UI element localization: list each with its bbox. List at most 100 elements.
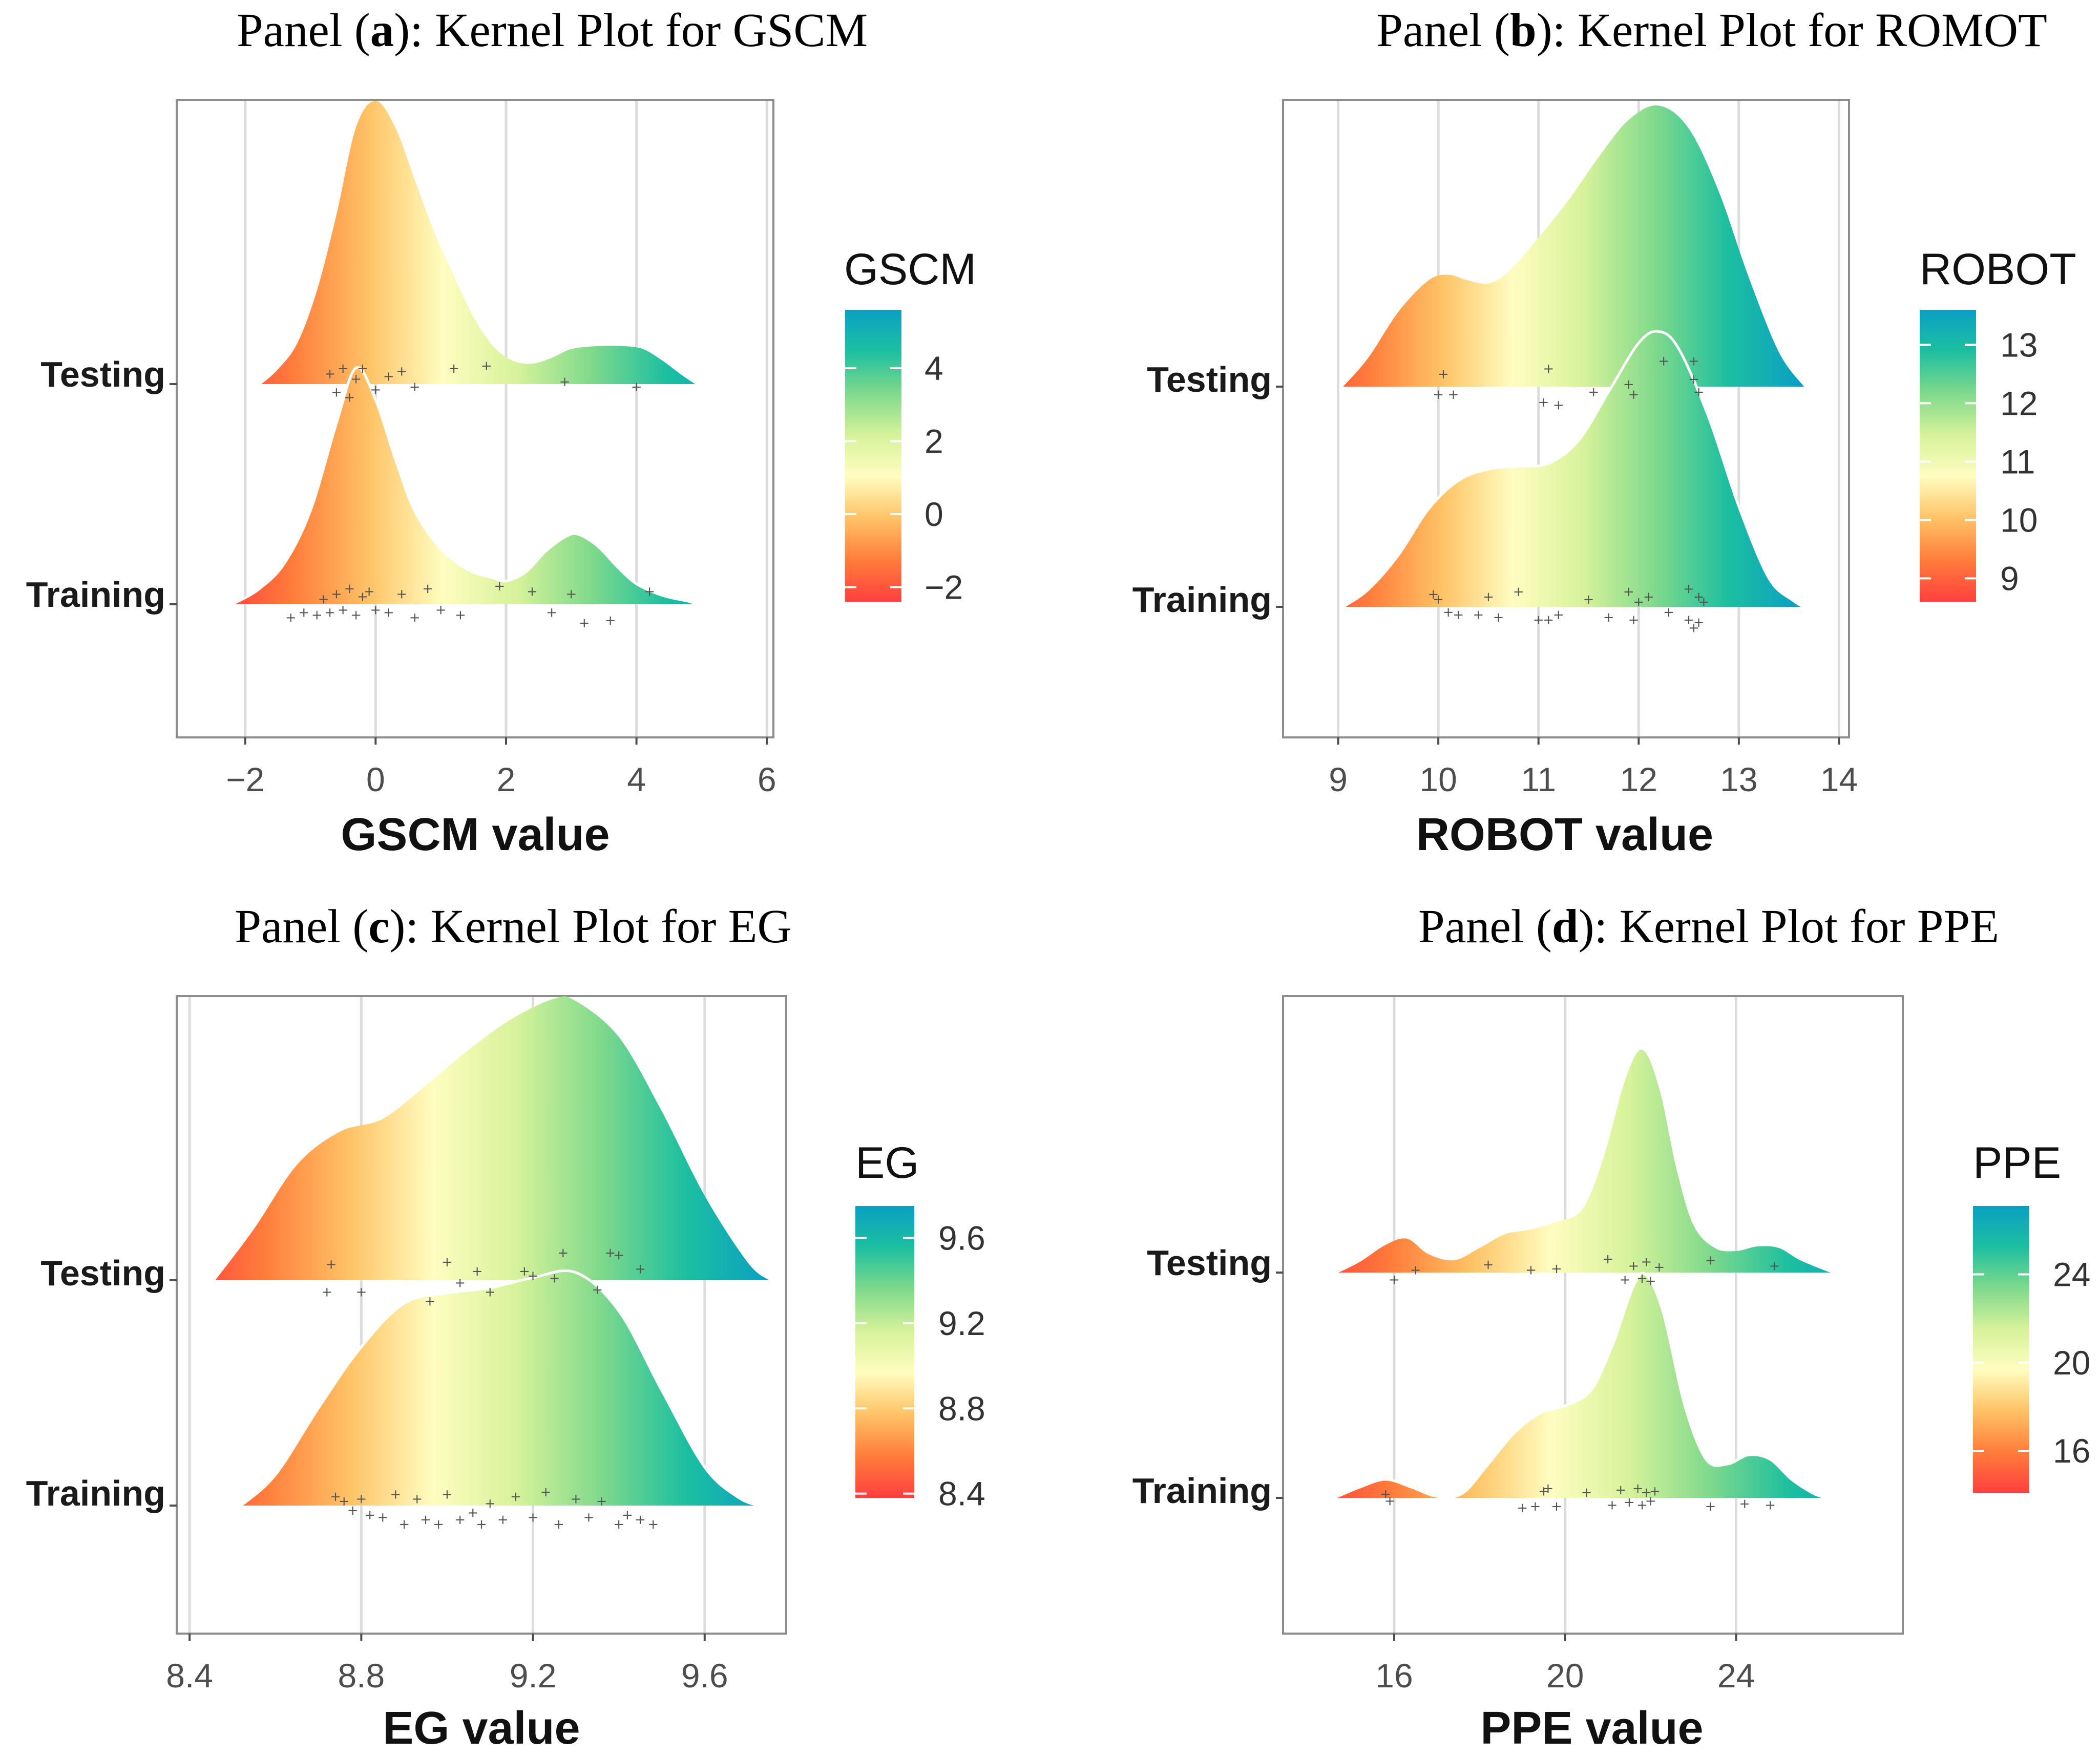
data-point: + xyxy=(635,1262,646,1277)
data-point: + xyxy=(1645,1493,1656,1509)
data-point: + xyxy=(1769,1259,1780,1274)
data-point: + xyxy=(355,1285,367,1300)
data-point: + xyxy=(1473,607,1484,623)
title-letter: b xyxy=(1510,4,1537,57)
data-point: + xyxy=(605,613,616,628)
x-axis-title: EG value xyxy=(383,1703,580,1754)
data-point: + xyxy=(476,1517,487,1532)
data-point: + xyxy=(324,366,335,382)
data-point: + xyxy=(1653,1260,1665,1275)
data-point: + xyxy=(442,1487,453,1502)
data-point: + xyxy=(1513,584,1524,600)
data-point: + xyxy=(396,364,407,379)
data-point: + xyxy=(347,1503,359,1518)
data-point: + xyxy=(1623,377,1634,392)
x-tick-label: 14 xyxy=(1820,760,1858,798)
legend-title: ROBOT xyxy=(1920,245,2076,294)
y-category-label: Testing xyxy=(1147,359,1272,399)
data-point: + xyxy=(1628,1259,1639,1274)
panel-c: Panel (c): Kernel Plot for EG 8.4 8.8 9.2 9.… xyxy=(26,900,985,1754)
colorbar-label: 2 xyxy=(925,422,943,460)
data-point: + xyxy=(1433,592,1444,607)
data-point: + xyxy=(1641,1485,1652,1500)
y-category-label: Testing xyxy=(40,354,165,394)
colorbar-label: 0 xyxy=(925,495,943,533)
y-category-label: Training xyxy=(26,575,165,615)
x-tick-label: 8.8 xyxy=(338,1657,385,1695)
density-ridge-training xyxy=(1343,331,1804,607)
colorbar-label: 16 xyxy=(2053,1432,2090,1470)
data-point: + xyxy=(1641,1254,1652,1269)
density-ridge-training xyxy=(1334,1273,1826,1498)
data-point: + xyxy=(442,1255,453,1270)
colorbar-label: −2 xyxy=(925,568,963,606)
data-point: + xyxy=(1588,385,1599,400)
data-point: + xyxy=(481,358,492,374)
data-point: + xyxy=(1628,387,1640,403)
panel-title: Panel (c): Kernel Plot for EG xyxy=(235,900,791,953)
title-suffix: ): Kernel Plot for ROMOT xyxy=(1537,4,2047,57)
colorbar xyxy=(845,310,901,602)
x-tick-label: 11 xyxy=(1521,760,1556,798)
colorbar-label: 9.2 xyxy=(938,1304,985,1342)
data-point: + xyxy=(1658,354,1669,369)
x-tick-label: 12 xyxy=(1620,760,1657,798)
data-point: + xyxy=(311,608,323,623)
data-point: + xyxy=(298,605,309,620)
data-point: + xyxy=(1623,584,1634,600)
data-point: + xyxy=(326,1257,337,1273)
data-point: + xyxy=(1389,1273,1400,1288)
legend-title: EG xyxy=(855,1138,919,1188)
data-point: + xyxy=(1688,620,1699,636)
x-tick-label: 4 xyxy=(627,760,646,798)
density-outline-training xyxy=(231,366,696,606)
density-ridge-testing xyxy=(1338,1049,1831,1273)
data-point: + xyxy=(409,610,421,626)
data-point: + xyxy=(1636,1498,1648,1513)
data-point: + xyxy=(339,1494,350,1509)
data-point: + xyxy=(321,1285,332,1300)
data-point: + xyxy=(1538,1484,1549,1499)
colorbar xyxy=(1920,310,1976,602)
data-point: + xyxy=(318,592,329,607)
colorbar-label: 10 xyxy=(2000,501,2038,539)
data-point: + xyxy=(528,1510,539,1526)
data-point: + xyxy=(396,586,407,602)
legend-title: GSCM xyxy=(844,245,976,294)
data-point: + xyxy=(1551,1499,1562,1514)
data-point: + xyxy=(1739,1496,1750,1512)
data-point: + xyxy=(1615,1483,1626,1498)
data-point: + xyxy=(455,608,466,623)
data-point: + xyxy=(1688,354,1699,369)
data-point: + xyxy=(1453,607,1464,623)
data-point: + xyxy=(1380,1487,1391,1502)
data-point: + xyxy=(409,379,421,395)
data-point: + xyxy=(411,1492,423,1507)
colorbar-label: 8.8 xyxy=(938,1389,985,1427)
data-point: + xyxy=(1517,1500,1528,1516)
x-axis-title: PPE value xyxy=(1480,1703,1703,1754)
data-point: + xyxy=(1553,397,1564,413)
x-axis-title: ROBOT value xyxy=(1416,809,1713,860)
data-point: + xyxy=(528,1268,539,1284)
data-point: + xyxy=(422,581,433,597)
y-category-label: Testing xyxy=(40,1253,165,1293)
data-point: + xyxy=(344,390,355,406)
data-point: + xyxy=(370,602,381,618)
data-point: + xyxy=(565,586,577,602)
panel-title: Panel (b): Kernel Plot for ROMOT xyxy=(1376,4,2047,57)
data-point: + xyxy=(1553,607,1564,623)
data-point: + xyxy=(1543,362,1554,377)
plot-area xyxy=(1282,99,1850,738)
data-point: + xyxy=(331,586,342,602)
data-point: + xyxy=(467,1506,478,1521)
data-point: + xyxy=(527,584,538,599)
data-point: + xyxy=(1483,589,1494,605)
colorbar-label: 9 xyxy=(2000,559,2019,597)
x-tick-label: 0 xyxy=(366,760,385,798)
y-category-label: Testing xyxy=(1147,1243,1272,1283)
data-point: + xyxy=(1551,1261,1562,1277)
title-letter: c xyxy=(368,900,389,953)
plot-area xyxy=(1282,995,1904,1635)
x-tick-label: 16 xyxy=(1375,1657,1413,1695)
